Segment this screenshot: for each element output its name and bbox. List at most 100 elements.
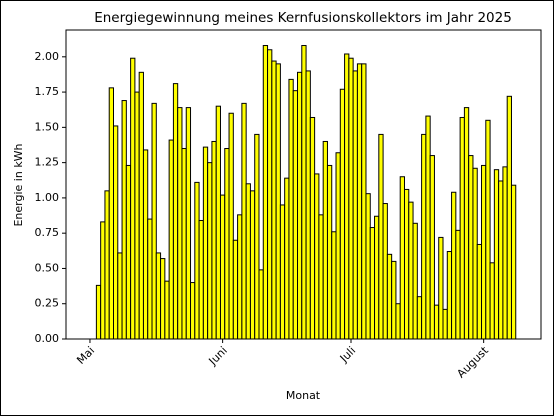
bar [378,133,384,340]
bar [348,57,354,340]
bar [160,258,166,340]
bar [292,90,299,340]
bar [305,70,311,340]
bar [481,164,487,340]
y-tick-label: 2.00 [35,50,60,63]
y-tick-label: 1.00 [35,191,60,204]
bar [254,133,260,340]
bar [344,53,350,340]
bar [309,116,316,340]
bar [361,63,367,340]
bar [493,169,500,340]
bar [185,107,192,340]
bar [403,188,410,340]
bar [374,215,380,340]
bar [271,60,277,340]
bar [510,184,517,340]
bar [386,253,393,340]
bar [147,218,153,340]
bar [224,148,230,340]
bar [288,78,294,340]
bar [352,70,358,340]
bar [326,164,333,340]
bar [314,173,320,340]
bar [95,284,102,340]
bar [297,71,303,340]
bar [232,239,239,340]
bar [416,296,423,340]
bar [228,112,234,340]
y-tick-label: 1.25 [35,156,60,169]
bar [181,148,187,340]
y-tick-label: 0.75 [35,226,60,239]
bar [125,164,132,340]
bar [117,252,123,340]
bar [318,214,324,340]
bar [472,167,478,340]
bar [489,262,495,340]
bar [498,180,504,340]
bar [168,139,174,340]
bar [421,133,427,340]
bar [155,252,162,340]
bar [190,282,196,340]
bar [279,204,286,340]
plot-frame [65,29,542,340]
bar [502,166,508,340]
bar [301,45,307,340]
bar [207,162,213,340]
bar [219,194,226,340]
bar [463,107,470,340]
bar [172,83,179,340]
bar [468,155,474,340]
bar [164,280,170,340]
bar [322,140,328,340]
x-axis-label: Monat [286,389,321,402]
bar [121,100,127,340]
bar [433,304,440,340]
bar [382,203,388,340]
bar [275,63,281,340]
bar [506,95,512,340]
bar [335,152,341,340]
bar [284,177,290,340]
bar [130,57,136,340]
bar [356,63,363,340]
bar [331,231,337,340]
bar [459,116,465,340]
bar [391,260,397,340]
bar [455,229,461,340]
bar [429,155,435,340]
bar [262,45,269,340]
bar [408,201,414,340]
chart-title: Energiegewinnung meines Kernfusionskolle… [94,10,512,26]
bar [134,91,140,340]
bar [425,115,431,340]
bar [202,146,209,340]
bar [485,119,491,340]
bar [100,221,106,340]
y-axis-label: Energie in kWh [12,143,25,226]
bar [399,176,405,340]
bar [151,102,157,340]
bar [258,269,264,340]
bar [113,125,119,340]
bar [198,219,204,340]
bar [267,49,273,340]
bar [245,183,251,340]
y-tick-label: 1.75 [35,85,60,98]
y-tick-label: 0.00 [35,332,60,345]
bar [451,191,457,340]
bar [446,251,453,340]
bar [138,71,144,340]
bar [438,236,444,340]
y-tick-label: 0.25 [35,297,60,310]
bar [241,102,247,340]
y-tick-label: 1.50 [35,120,60,133]
bar [237,214,243,340]
bar [194,181,200,340]
y-tick-label: 0.50 [35,261,60,274]
bar [395,303,401,340]
bar [215,105,221,340]
